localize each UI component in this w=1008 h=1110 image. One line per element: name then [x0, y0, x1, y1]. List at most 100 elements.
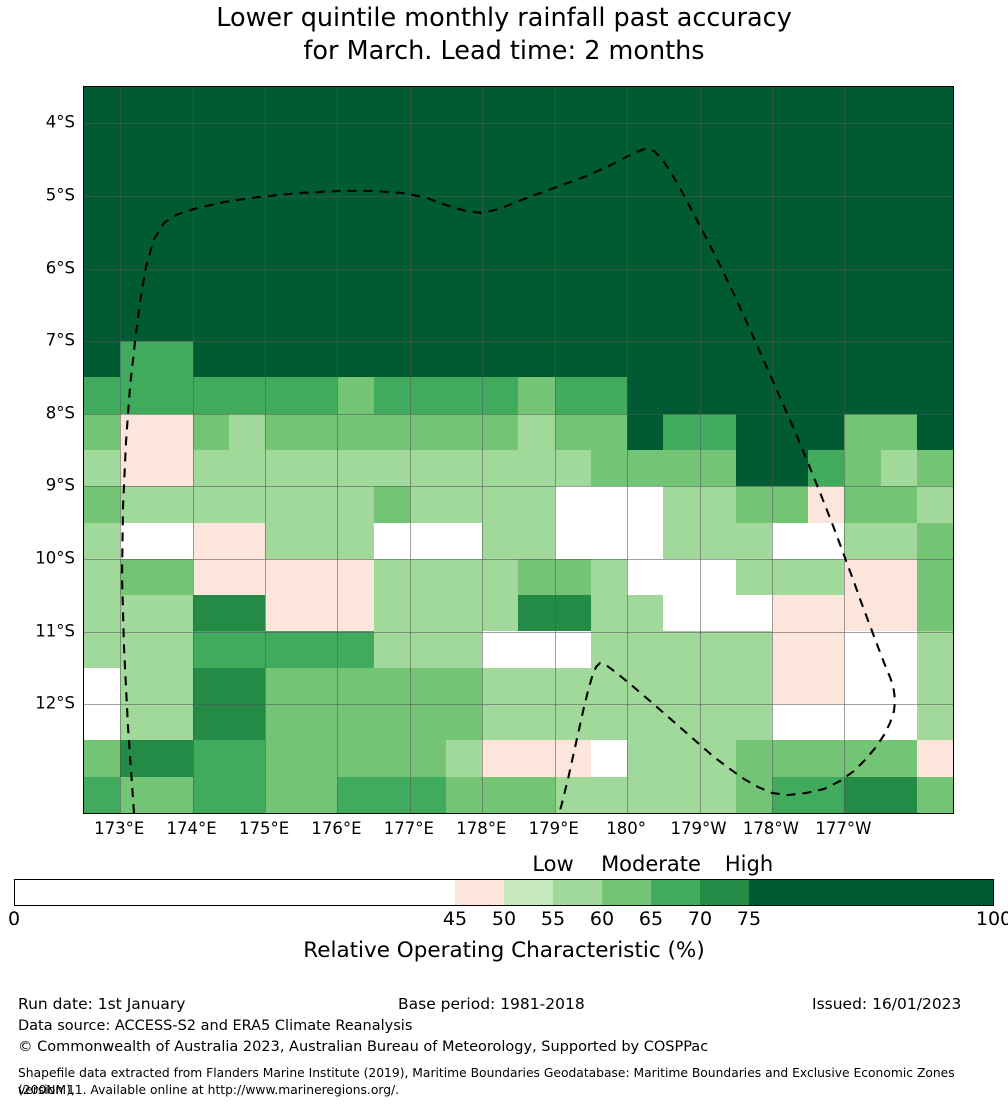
heatmap-cell	[590, 195, 628, 233]
heatmap-cell	[482, 595, 519, 632]
heatmap-cell	[301, 631, 338, 668]
heatmap-cell	[916, 449, 953, 487]
heatmap-cell	[627, 341, 664, 378]
heatmap-cell	[337, 558, 374, 596]
colorbar-segment	[748, 880, 994, 905]
heatmap-cell	[373, 449, 410, 487]
heatmap-cell	[156, 558, 193, 596]
heatmap-cell	[880, 232, 917, 269]
heatmap-cell	[590, 740, 628, 777]
heatmap-cell	[663, 304, 700, 342]
heatmap-cell	[663, 341, 700, 378]
heatmap-cell	[554, 522, 591, 559]
heatmap-cell	[771, 123, 809, 160]
heatmap-cell	[590, 268, 628, 305]
shapefile-credit-line-1: Shapefile data extracted from Flanders M…	[18, 1066, 955, 1097]
heatmap-cell	[627, 631, 664, 668]
heatmap-cell	[663, 631, 700, 668]
heatmap-cell	[699, 776, 736, 813]
heatmap-cell	[663, 776, 700, 813]
heatmap-cell	[337, 704, 374, 741]
heatmap-cell	[590, 232, 628, 269]
heatmap-cell	[735, 232, 772, 269]
heatmap-cell	[192, 631, 229, 668]
heatmap-cell	[735, 159, 772, 196]
heatmap-cell	[663, 159, 700, 196]
heatmap-cell	[301, 232, 338, 269]
heatmap-cell	[120, 268, 157, 305]
heatmap-cell	[84, 232, 121, 269]
heatmap-cell	[84, 558, 121, 596]
heatmap-cell	[482, 268, 519, 305]
heatmap-cell	[554, 304, 591, 342]
heatmap-cell	[156, 449, 193, 487]
heatmap-cell	[554, 341, 591, 378]
heatmap-cell	[844, 341, 881, 378]
heatmap-cell	[699, 486, 736, 523]
shapefile-credit-line-2: version 11. Available online at http://w…	[18, 1083, 400, 1097]
heatmap-cell	[844, 413, 881, 450]
colorbar-category-low: Low	[532, 852, 574, 876]
heatmap-cell	[771, 377, 809, 414]
heatmap-cell	[156, 195, 193, 233]
heatmap-cell	[409, 776, 447, 813]
heatmap-cell	[446, 304, 483, 342]
heatmap-cell	[337, 232, 374, 269]
heatmap-cell	[482, 159, 519, 196]
heatmap-cell	[156, 667, 193, 705]
heatmap-cell	[337, 631, 374, 668]
heatmap-cell	[699, 595, 736, 632]
heatmap-cell	[518, 413, 555, 450]
heatmap-cell	[337, 304, 374, 342]
heatmap-cell	[916, 304, 953, 342]
heatmap-cell	[808, 341, 845, 378]
heatmap-cell	[228, 123, 266, 160]
heatmap-cell	[554, 704, 591, 741]
heatmap-cell	[301, 87, 338, 124]
heatmap-cell	[916, 377, 953, 414]
heatmap-cell	[735, 449, 772, 487]
heatmap-cell	[373, 558, 410, 596]
heatmap-cell	[409, 740, 447, 777]
heatmap-cell	[84, 159, 121, 196]
heatmap-cell	[808, 595, 845, 632]
heatmap-cell	[554, 558, 591, 596]
heatmap-cell	[808, 195, 845, 233]
heatmap-cell	[84, 268, 121, 305]
heatmap-cell	[808, 304, 845, 342]
roc-heatmap-grid	[84, 87, 953, 813]
heatmap-cell	[409, 159, 447, 196]
heatmap-cell	[373, 268, 410, 305]
heatmap-cell	[482, 87, 519, 124]
heatmap-cell	[808, 87, 845, 124]
heatmap-cell	[156, 704, 193, 741]
heatmap-cell	[120, 304, 157, 342]
heatmap-cell	[337, 667, 374, 705]
colorbar-category-moderate: Moderate	[601, 852, 701, 876]
heatmap-cell	[627, 486, 664, 523]
heatmap-cell	[409, 304, 447, 342]
heatmap-cell	[228, 776, 266, 813]
heatmap-cell	[156, 595, 193, 632]
heatmap-cell	[916, 486, 953, 523]
colorbar-segment	[504, 880, 553, 905]
heatmap-cell	[518, 776, 555, 813]
heatmap-cell	[409, 87, 447, 124]
heatmap-cell	[844, 776, 881, 813]
heatmap-cell	[735, 522, 772, 559]
heatmap-cell	[699, 232, 736, 269]
heatmap-cell	[192, 268, 229, 305]
heatmap-cell	[663, 268, 700, 305]
heatmap-cell	[735, 123, 772, 160]
heatmap-cell	[373, 631, 410, 668]
heatmap-cell	[228, 740, 266, 777]
heatmap-cell	[156, 268, 193, 305]
heatmap-cell	[880, 87, 917, 124]
heatmap-cell	[84, 704, 121, 741]
heatmap-cell	[590, 87, 628, 124]
heatmap-cell	[627, 667, 664, 705]
heatmap-cell	[916, 232, 953, 269]
heatmap-cell	[663, 558, 700, 596]
heatmap-cell	[446, 522, 483, 559]
heatmap-cell	[156, 304, 193, 342]
